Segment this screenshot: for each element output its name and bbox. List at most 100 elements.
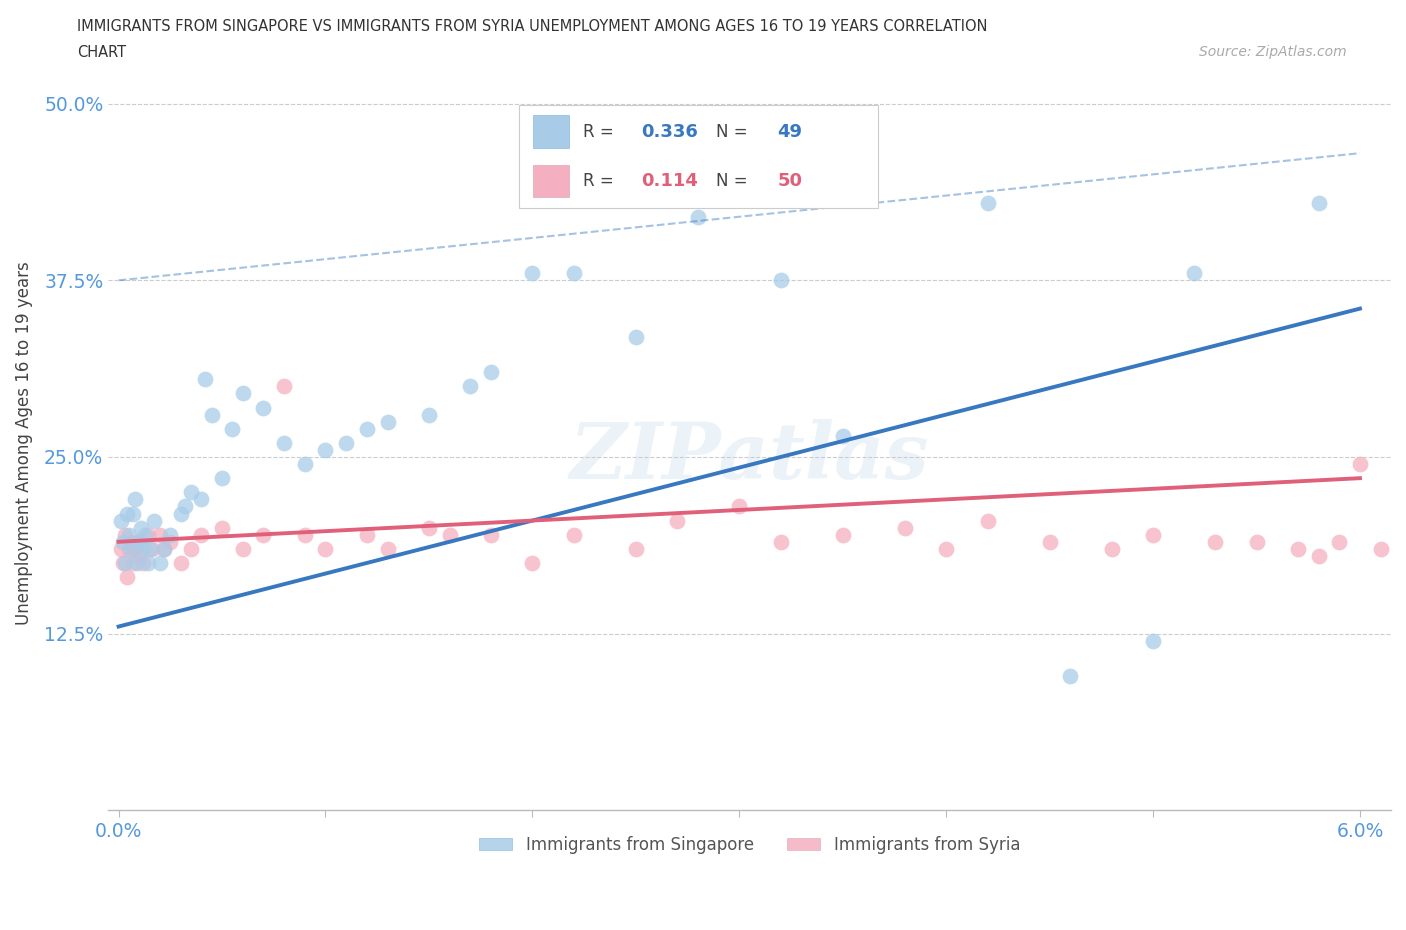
Point xyxy=(439,527,461,542)
Point xyxy=(149,527,172,542)
Point xyxy=(128,549,150,564)
Point xyxy=(132,555,155,570)
Point xyxy=(1142,527,1164,542)
Text: IMMIGRANTS FROM SINGAPORE VS IMMIGRANTS FROM SYRIA UNEMPLOYMENT AMONG AGES 16 TO: IMMIGRANTS FROM SINGAPORE VS IMMIGRANTS … xyxy=(77,19,988,33)
Point xyxy=(211,520,233,535)
Point xyxy=(159,535,181,550)
Legend: Immigrants from Singapore, Immigrants from Syria: Immigrants from Singapore, Immigrants fr… xyxy=(472,830,1026,860)
Point xyxy=(377,414,399,429)
Point xyxy=(562,527,585,542)
Point xyxy=(127,555,149,570)
Point xyxy=(169,555,191,570)
Text: ZIPatlas: ZIPatlas xyxy=(569,419,929,496)
Point xyxy=(522,266,544,281)
Point xyxy=(479,365,502,379)
Point xyxy=(232,541,254,556)
Point xyxy=(831,527,853,542)
Point xyxy=(1308,549,1330,564)
Point xyxy=(894,520,917,535)
Point xyxy=(190,527,212,542)
Point xyxy=(180,541,202,556)
Point xyxy=(252,527,274,542)
Point xyxy=(159,527,181,542)
Point xyxy=(831,429,853,444)
Point xyxy=(128,535,150,550)
Point xyxy=(138,541,160,556)
Point xyxy=(273,379,295,393)
Point xyxy=(131,520,153,535)
Point xyxy=(194,372,217,387)
Point xyxy=(149,555,172,570)
Point xyxy=(173,499,195,514)
Point xyxy=(169,506,191,521)
Text: CHART: CHART xyxy=(77,45,127,60)
Point xyxy=(314,443,336,458)
Point xyxy=(1059,669,1081,684)
Point xyxy=(314,541,336,556)
Point xyxy=(232,386,254,401)
Point xyxy=(935,541,957,556)
Point xyxy=(418,407,440,422)
Point xyxy=(190,492,212,507)
Point xyxy=(976,195,998,210)
Point xyxy=(1184,266,1206,281)
Point xyxy=(418,520,440,535)
Point xyxy=(666,513,689,528)
Point xyxy=(127,535,149,550)
Point xyxy=(1101,541,1123,556)
Point xyxy=(1369,541,1392,556)
Point xyxy=(1039,535,1062,550)
Point xyxy=(273,435,295,450)
Point xyxy=(728,499,751,514)
Point xyxy=(624,541,647,556)
Point xyxy=(153,541,176,556)
Point xyxy=(221,421,243,436)
Point xyxy=(111,555,134,570)
Point xyxy=(356,421,378,436)
Point xyxy=(110,513,132,528)
Point xyxy=(110,541,132,556)
Point xyxy=(180,485,202,499)
Point xyxy=(120,541,142,556)
Point xyxy=(976,513,998,528)
Point xyxy=(141,541,163,556)
Text: Source: ZipAtlas.com: Source: ZipAtlas.com xyxy=(1199,45,1347,59)
Point xyxy=(1308,195,1330,210)
Point xyxy=(201,407,224,422)
Point xyxy=(142,513,165,528)
Point xyxy=(769,535,792,550)
Point xyxy=(114,555,136,570)
Point xyxy=(1246,535,1268,550)
Point xyxy=(122,506,145,521)
Point xyxy=(335,435,357,450)
Point xyxy=(1204,535,1226,550)
Point xyxy=(1348,457,1371,472)
Point xyxy=(479,527,502,542)
Point xyxy=(624,329,647,344)
Point xyxy=(294,527,316,542)
Point xyxy=(136,527,159,542)
Point xyxy=(458,379,481,393)
Point xyxy=(132,541,155,556)
Point xyxy=(124,492,146,507)
Point xyxy=(122,555,145,570)
Point xyxy=(252,400,274,415)
Point xyxy=(118,541,141,556)
Y-axis label: Unemployment Among Ages 16 to 19 years: Unemployment Among Ages 16 to 19 years xyxy=(15,261,32,625)
Point xyxy=(114,527,136,542)
Point xyxy=(136,555,159,570)
Point xyxy=(115,506,138,521)
Point xyxy=(120,535,142,550)
Point xyxy=(153,541,176,556)
Point xyxy=(111,535,134,550)
Point xyxy=(294,457,316,472)
Point xyxy=(356,527,378,542)
Point xyxy=(118,527,141,542)
Point xyxy=(1286,541,1309,556)
Point xyxy=(686,209,709,224)
Point xyxy=(562,266,585,281)
Point xyxy=(134,527,156,542)
Point xyxy=(115,570,138,585)
Point xyxy=(1142,633,1164,648)
Point xyxy=(124,541,146,556)
